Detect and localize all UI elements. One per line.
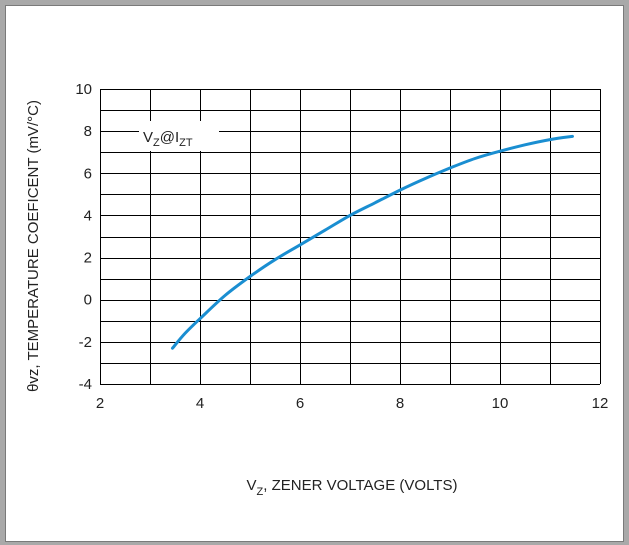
grid xyxy=(100,89,601,385)
y-tick-label: -4 xyxy=(79,376,92,393)
x-tick-label: 2 xyxy=(96,395,104,412)
y-tick-label: 4 xyxy=(84,207,92,224)
x-axis-ticks: 2 4 6 8 10 12 xyxy=(96,395,609,412)
temperature-coefficient-curve xyxy=(171,134,574,350)
y-tick-label: 2 xyxy=(84,250,92,267)
chart-frame: 2 4 6 8 10 12 -4 -2 0 2 4 6 8 10 VZ@IZT θvz, TEMPERA… xyxy=(5,5,624,542)
vz-izt-annotation: VZ@IZT xyxy=(143,129,193,149)
x-axis-label: VZ, ZENER VOLTAGE (VOLTS) xyxy=(247,477,458,498)
x-tick-label: 8 xyxy=(396,395,404,412)
y-tick-label: 10 xyxy=(75,81,92,98)
y-tick-label: 6 xyxy=(84,165,92,182)
annotation-background xyxy=(139,121,219,151)
x-tick-label: 10 xyxy=(492,395,509,412)
x-tick-label: 6 xyxy=(296,395,304,412)
x-tick-label: 4 xyxy=(196,395,204,412)
x-tick-label: 12 xyxy=(592,395,609,412)
y-axis-label: θvz, TEMPERATURE COEFICENT (mV/°C) xyxy=(25,100,42,392)
chart: 2 4 6 8 10 12 -4 -2 0 2 4 6 8 10 VZ@IZT θvz, TEMPERA… xyxy=(25,81,609,498)
y-tick-label: 0 xyxy=(84,292,92,309)
y-axis-ticks: -4 -2 0 2 4 6 8 10 xyxy=(75,81,92,393)
y-tick-label: 8 xyxy=(84,123,92,140)
y-tick-label: -2 xyxy=(79,334,92,351)
